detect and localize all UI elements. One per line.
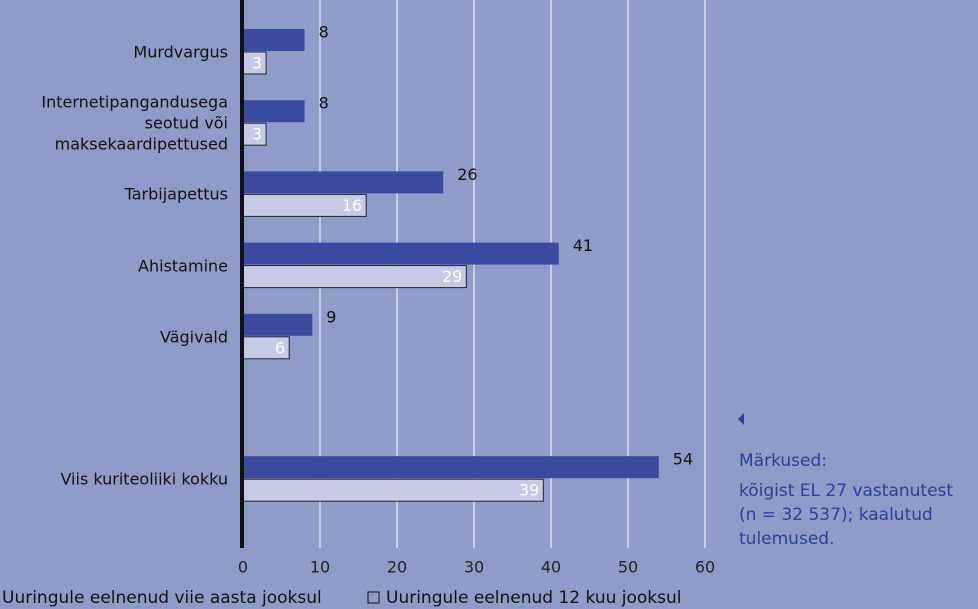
note-line: kõigist EL 27 vastanutest <box>739 481 953 501</box>
value-label: 16 <box>342 196 362 215</box>
value-label: 8 <box>319 23 329 42</box>
value-label: 6 <box>275 338 285 357</box>
note-line: (n = 32 537); kaalutud <box>739 505 933 525</box>
note-line: tulemused. <box>739 529 834 549</box>
category-label: Tarbijapettus <box>124 184 228 204</box>
category-label: Internetipangandusega seotud või makseka… <box>41 92 228 154</box>
x-tick-label: 0 <box>238 558 248 577</box>
value-label: 3 <box>252 125 262 144</box>
note-heading: Märkused: <box>739 451 827 471</box>
bar <box>243 313 313 336</box>
value-label: 54 <box>673 450 693 469</box>
value-label: 8 <box>319 94 329 113</box>
note-arrow <box>738 413 744 425</box>
x-tick-label: 40 <box>541 558 561 577</box>
x-tick-label: 10 <box>310 558 330 577</box>
category-label: Murdvargus <box>133 42 228 62</box>
value-label: 39 <box>519 481 539 500</box>
legend-swatch <box>367 591 380 604</box>
bar <box>243 456 659 479</box>
value-label: 3 <box>252 54 262 73</box>
category-label: Viis kuriteoliiki kokku <box>60 469 228 489</box>
value-label: 29 <box>442 267 462 286</box>
bar <box>243 171 444 194</box>
bar <box>243 242 559 265</box>
value-label: 9 <box>326 307 336 326</box>
axis-line <box>240 0 244 548</box>
bar <box>243 29 305 51</box>
category-label: Ahistamine <box>138 256 228 276</box>
x-tick-label: 30 <box>464 558 484 577</box>
x-tick-label: 20 <box>387 558 407 577</box>
x-tick-label: 60 <box>695 558 715 577</box>
bar <box>242 478 544 502</box>
value-label: 26 <box>457 165 477 184</box>
legend-label: Uuringule eelnenud 12 kuu jooksul <box>386 588 682 608</box>
legend-label: Uuringule eelnenud viie aasta jooksul <box>2 588 322 608</box>
bar <box>242 265 467 289</box>
category-label: Vägivald <box>160 327 228 347</box>
value-label: 41 <box>573 236 593 255</box>
bar <box>243 100 305 123</box>
x-tick-label: 50 <box>618 558 638 577</box>
